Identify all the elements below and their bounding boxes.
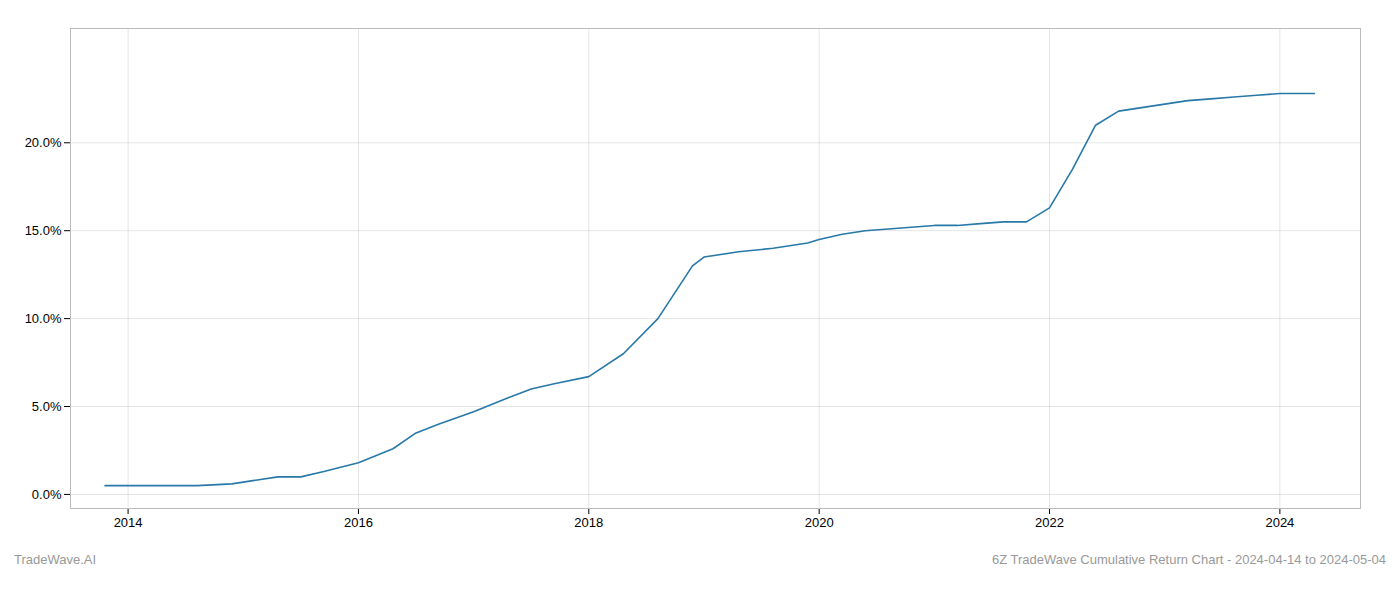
svg-text:10.0%: 10.0% [25,311,62,326]
svg-text:2018: 2018 [574,515,603,530]
svg-text:2016: 2016 [344,515,373,530]
html-text:TradeWave.AI: TradeWave.AI [14,552,97,567]
svg-text:2022: 2022 [1035,515,1064,530]
svg-text:2020: 2020 [805,515,834,530]
svg-text:20.0%: 20.0% [25,135,62,150]
svg-text:15.0%: 15.0% [25,223,62,238]
html-text:6Z TradeWave Cumulative Return: 6Z TradeWave Cumulative Return Chart - 2… [991,552,1386,567]
svg-text:5.0%: 5.0% [32,399,62,414]
svg-text:2024: 2024 [1265,515,1294,530]
svg-text:0.0%: 0.0% [32,487,62,502]
svg-text:2014: 2014 [114,515,143,530]
